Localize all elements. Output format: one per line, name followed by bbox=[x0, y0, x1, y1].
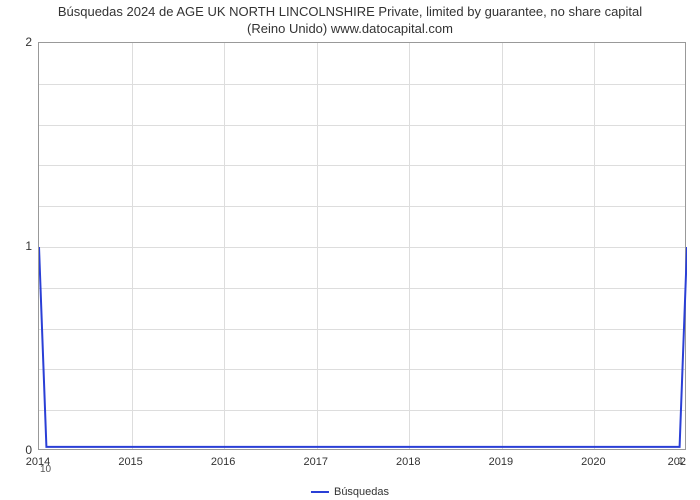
gridline-h bbox=[39, 165, 685, 166]
x-tick-2018: 2018 bbox=[396, 456, 420, 468]
plot-area bbox=[38, 42, 686, 450]
gridline-v bbox=[594, 43, 595, 449]
y-tick-2: 2 bbox=[2, 35, 32, 49]
x-tick-2019: 2019 bbox=[489, 456, 513, 468]
gridline-v bbox=[317, 43, 318, 449]
chart-title: Búsquedas 2024 de AGE UK NORTH LINCOLNSH… bbox=[0, 0, 700, 40]
x-tick-2016: 2016 bbox=[211, 456, 235, 468]
gridline-h bbox=[39, 206, 685, 207]
gridline-h bbox=[39, 288, 685, 289]
gridline-h bbox=[39, 125, 685, 126]
gridline-v bbox=[224, 43, 225, 449]
y-tick-1: 1 bbox=[2, 239, 32, 253]
gridline-v bbox=[409, 43, 410, 449]
x-tick-2021: 202 bbox=[668, 456, 686, 468]
gridline-h-major bbox=[39, 247, 685, 248]
chart-area: 0 1 2 10 1 2014 2015 2016 2017 2018 2019… bbox=[38, 42, 686, 450]
gridline-h bbox=[39, 369, 685, 370]
gridline-h bbox=[39, 329, 685, 330]
gridline-v bbox=[132, 43, 133, 449]
y-tick-0: 0 bbox=[2, 443, 32, 457]
x-tick-2014: 2014 bbox=[26, 456, 50, 468]
gridline-v bbox=[502, 43, 503, 449]
x-tick-2015: 2015 bbox=[118, 456, 142, 468]
gridline-h bbox=[39, 410, 685, 411]
legend-swatch bbox=[311, 491, 329, 493]
legend-label: Búsquedas bbox=[334, 486, 389, 498]
x-tick-2020: 2020 bbox=[581, 456, 605, 468]
title-line-1: Búsquedas 2024 de AGE UK NORTH LINCOLNSH… bbox=[58, 4, 642, 19]
x-tick-2017: 2017 bbox=[303, 456, 327, 468]
legend: Búsquedas bbox=[311, 486, 389, 498]
title-line-2: (Reino Unido) www.datocapital.com bbox=[247, 21, 453, 36]
gridline-h bbox=[39, 84, 685, 85]
